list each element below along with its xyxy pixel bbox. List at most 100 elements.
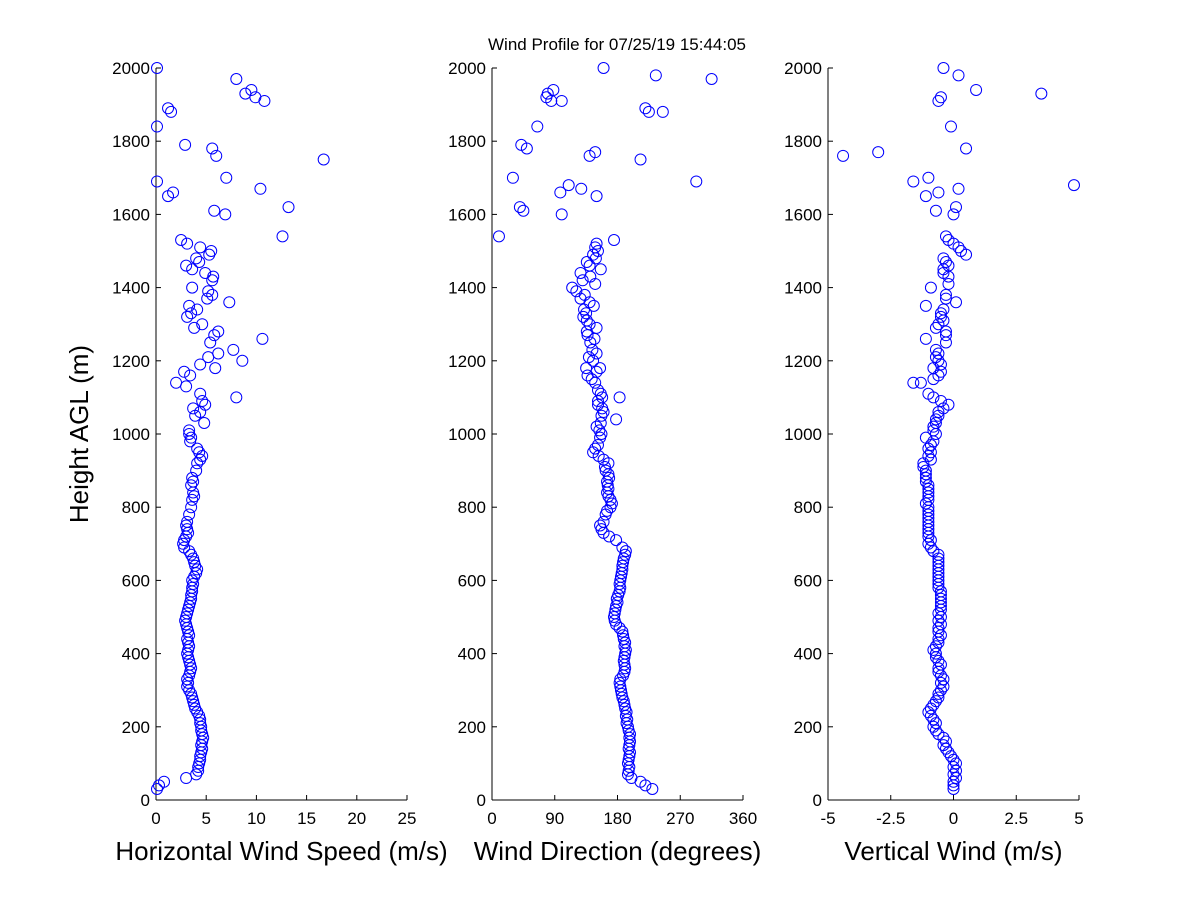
- data-point: [204, 336, 217, 349]
- data-point: [186, 471, 199, 484]
- y-tick-label: 2000: [784, 59, 822, 78]
- data-point: [639, 102, 652, 115]
- data-point: [907, 376, 920, 389]
- data-point: [208, 204, 221, 217]
- data-point: [947, 783, 960, 796]
- data-point: [181, 621, 194, 634]
- data-point: [180, 380, 193, 393]
- y-tick-label: 200: [794, 718, 822, 737]
- data-point: [950, 201, 963, 214]
- data-point: [183, 424, 196, 437]
- x-tick-label: 180: [603, 809, 631, 828]
- panel-vertical-wind: 0 200 400 600 800 1000 1200 1400 1600 1800 2000 -5 -…: [784, 59, 1084, 866]
- data-point: [927, 698, 940, 711]
- data-point: [939, 735, 952, 748]
- data-point: [937, 252, 950, 265]
- data-point: [181, 607, 194, 620]
- x-tick-label: -2.5: [876, 809, 905, 828]
- data-point: [1067, 179, 1080, 192]
- data-point: [194, 717, 207, 730]
- data-point: [520, 142, 533, 155]
- data-point: [934, 310, 947, 323]
- data-point: [594, 417, 607, 430]
- data-point: [919, 190, 932, 203]
- data-point: [547, 83, 560, 96]
- data-point: [182, 603, 195, 616]
- data-point: [929, 695, 942, 708]
- data-point: [183, 669, 196, 682]
- data-point: [922, 171, 935, 184]
- data-point: [934, 676, 947, 689]
- x-tick-label: 5: [1074, 809, 1083, 828]
- data-point: [590, 237, 603, 250]
- data-point: [566, 281, 579, 294]
- data-point: [934, 658, 947, 671]
- y-tick-label: 1400: [784, 279, 822, 298]
- y-tick-label: 600: [794, 571, 822, 590]
- data-point: [584, 336, 597, 349]
- data-point: [932, 621, 945, 634]
- data-point: [924, 702, 937, 715]
- data-point: [950, 296, 963, 309]
- data-point: [230, 72, 243, 85]
- data-point: [205, 245, 218, 257]
- data-point: [554, 186, 567, 199]
- data-point: [183, 654, 196, 667]
- data-point: [180, 611, 193, 623]
- data-point: [942, 746, 955, 759]
- data-point: [939, 230, 952, 243]
- data-point: [562, 179, 575, 192]
- data-point: [610, 534, 623, 547]
- data-point: [922, 508, 935, 521]
- data-point: [619, 702, 632, 715]
- y-tick-label: 1600: [448, 205, 486, 224]
- data-point: [580, 314, 593, 327]
- data-point: [219, 208, 232, 221]
- data-point: [934, 585, 947, 598]
- data-point: [927, 420, 940, 433]
- data-point: [191, 442, 204, 455]
- data-point: [194, 387, 207, 400]
- y-tick-label: 200: [122, 718, 150, 737]
- data-point: [194, 241, 207, 254]
- data-point: [151, 120, 164, 133]
- data-point: [614, 673, 627, 686]
- x-tick-label: 360: [729, 809, 757, 828]
- x-tick-label: 2.5: [1004, 809, 1028, 828]
- data-point: [932, 354, 945, 367]
- data-point: [929, 647, 942, 660]
- data-point: [181, 237, 194, 250]
- data-point: [927, 643, 940, 656]
- y-tick-label: 600: [458, 571, 486, 590]
- data-point: [929, 417, 942, 430]
- data-point: [179, 614, 192, 627]
- data-point: [934, 629, 947, 642]
- data-point: [230, 391, 243, 404]
- data-point: [180, 259, 193, 272]
- data-point: [619, 548, 632, 561]
- data-point: [947, 768, 960, 781]
- data-point: [589, 146, 602, 159]
- data-point: [577, 310, 590, 323]
- data-point: [317, 153, 330, 166]
- data-point: [165, 105, 178, 118]
- data-point: [206, 142, 219, 155]
- data-point: [934, 365, 947, 378]
- data-point: [183, 640, 196, 653]
- data-point: [950, 757, 963, 770]
- data-point: [932, 94, 945, 107]
- data-point: [929, 413, 942, 426]
- data-point: [570, 285, 583, 298]
- y-tick-label: 2000: [112, 59, 150, 78]
- data-point: [922, 442, 935, 455]
- data-point: [236, 354, 249, 367]
- data-point: [256, 332, 269, 345]
- data-point: [934, 91, 947, 104]
- y-tick-label: 0: [477, 791, 486, 810]
- data-point: [922, 486, 935, 499]
- data-point: [580, 362, 593, 375]
- data-point: [555, 94, 568, 107]
- data-point: [947, 208, 960, 221]
- data-point: [932, 556, 945, 569]
